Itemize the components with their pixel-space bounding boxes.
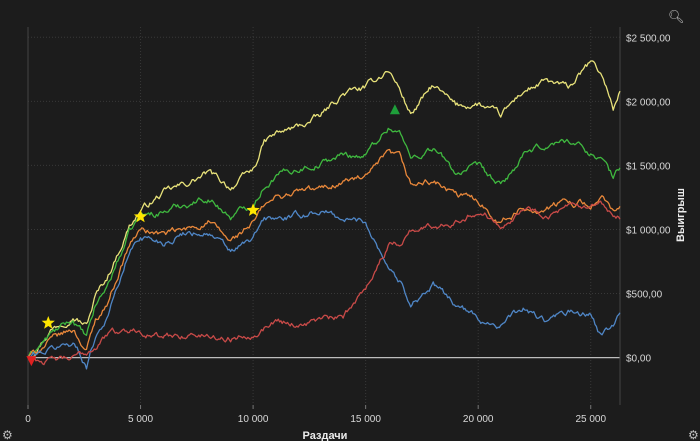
series-line bbox=[27, 60, 621, 360]
markers bbox=[26, 104, 400, 367]
x-tick-label: 15 000 bbox=[350, 414, 381, 425]
y-tick-label: $1 000,00 bbox=[626, 225, 671, 236]
y-axis-ticks: $0,00 $500,00 $1 000,00 $1 500,00 $2 000,00 $… bbox=[626, 33, 671, 364]
x-tick-label: 25 000 bbox=[575, 414, 606, 425]
series-line bbox=[27, 209, 621, 370]
star-marker bbox=[41, 316, 55, 329]
star-marker bbox=[246, 203, 260, 216]
y-tick-label: $0,00 bbox=[626, 354, 651, 365]
gear-icon[interactable]: ⚙ bbox=[2, 428, 13, 441]
y-tick-label: $500,00 bbox=[626, 290, 663, 301]
series-lines bbox=[27, 60, 621, 370]
gear-icon[interactable]: ⚙ bbox=[688, 428, 699, 441]
series-line bbox=[27, 148, 621, 358]
x-tick-label: 5 000 bbox=[128, 414, 153, 425]
y-axis-title: Выигрыш bbox=[675, 188, 687, 242]
series-line bbox=[27, 200, 621, 366]
series-line bbox=[27, 127, 621, 358]
x-tick-label: 20 000 bbox=[463, 414, 494, 425]
grid bbox=[27, 27, 621, 405]
y-tick-label: $2 000,00 bbox=[626, 97, 671, 108]
x-tick-label: 10 000 bbox=[238, 414, 269, 425]
x-tick-label: 0 bbox=[25, 414, 31, 425]
y-tick-label: $2 500,00 bbox=[626, 33, 671, 44]
magnifier-icon[interactable]: 🔍︎ bbox=[668, 10, 685, 25]
star-marker bbox=[133, 209, 148, 223]
triangle-down-marker bbox=[26, 356, 37, 367]
x-axis-ticks: 0 5 000 10 000 15 000 20 000 25 000 bbox=[25, 405, 606, 425]
y-tick-label: $1 500,00 bbox=[626, 161, 671, 172]
x-axis-title: Раздачи bbox=[303, 430, 348, 441]
triangle-up-marker bbox=[389, 104, 400, 115]
